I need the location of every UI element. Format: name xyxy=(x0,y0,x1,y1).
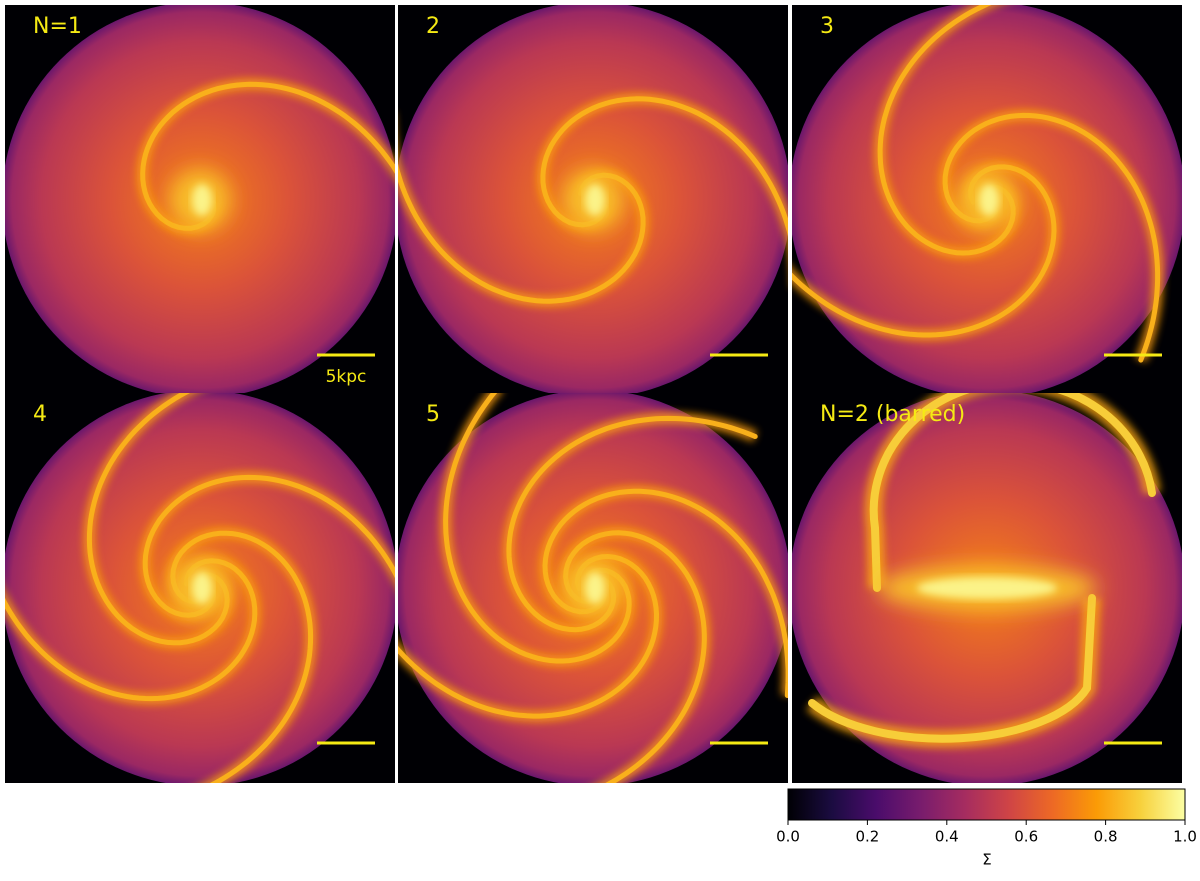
panel xyxy=(398,5,788,395)
spiral-arm xyxy=(942,112,1161,363)
spiral-arm xyxy=(398,553,660,719)
spiral-arm xyxy=(869,393,1156,592)
spiral-arm xyxy=(398,163,646,304)
spiral-arm xyxy=(86,393,230,646)
spiral-arm xyxy=(142,474,395,618)
spiral-arm xyxy=(808,594,1096,743)
spiral-arm xyxy=(5,558,258,702)
colorbar xyxy=(787,788,1186,821)
colorbar-tick-label: 0.2 xyxy=(855,828,879,846)
bulge xyxy=(585,572,605,604)
panel xyxy=(5,393,395,783)
colorbar-tick-label: 0.6 xyxy=(1014,828,1038,846)
panel xyxy=(398,393,788,783)
panel xyxy=(792,5,1182,395)
panel-title: 5 xyxy=(426,402,440,427)
panel-title: 3 xyxy=(820,14,834,39)
bulge xyxy=(979,184,999,216)
spiral-arm xyxy=(170,530,314,783)
spiral-arm xyxy=(877,5,1016,256)
colorbar-label: Σ xyxy=(982,851,991,869)
bulge xyxy=(192,184,212,216)
scale-bar-label: 5kpc xyxy=(326,367,367,387)
colorbar-tick-label: 0.0 xyxy=(776,828,800,846)
spiral-arm xyxy=(506,415,758,633)
bulge xyxy=(585,184,605,216)
colorbar-tick-label: 0.8 xyxy=(1094,828,1118,846)
panel-title: 2 xyxy=(426,14,440,39)
panel-title: N=1 xyxy=(33,14,82,39)
spiral-arm xyxy=(540,96,788,237)
bar xyxy=(917,577,1057,599)
spiral-arm xyxy=(443,393,632,664)
colorbar-tick-label: 1.0 xyxy=(1173,828,1197,846)
panel xyxy=(5,5,395,395)
spiral-arm xyxy=(563,530,707,783)
panel-title: N=2 (barred) xyxy=(820,402,965,427)
bulge xyxy=(192,572,212,604)
spiral-arm xyxy=(140,81,395,231)
spiral-arm xyxy=(542,488,788,698)
spiral-arm xyxy=(792,164,1057,338)
colorbar-tick-label: 0.4 xyxy=(935,828,959,846)
panel xyxy=(792,393,1182,783)
panel-title: 4 xyxy=(33,402,47,427)
